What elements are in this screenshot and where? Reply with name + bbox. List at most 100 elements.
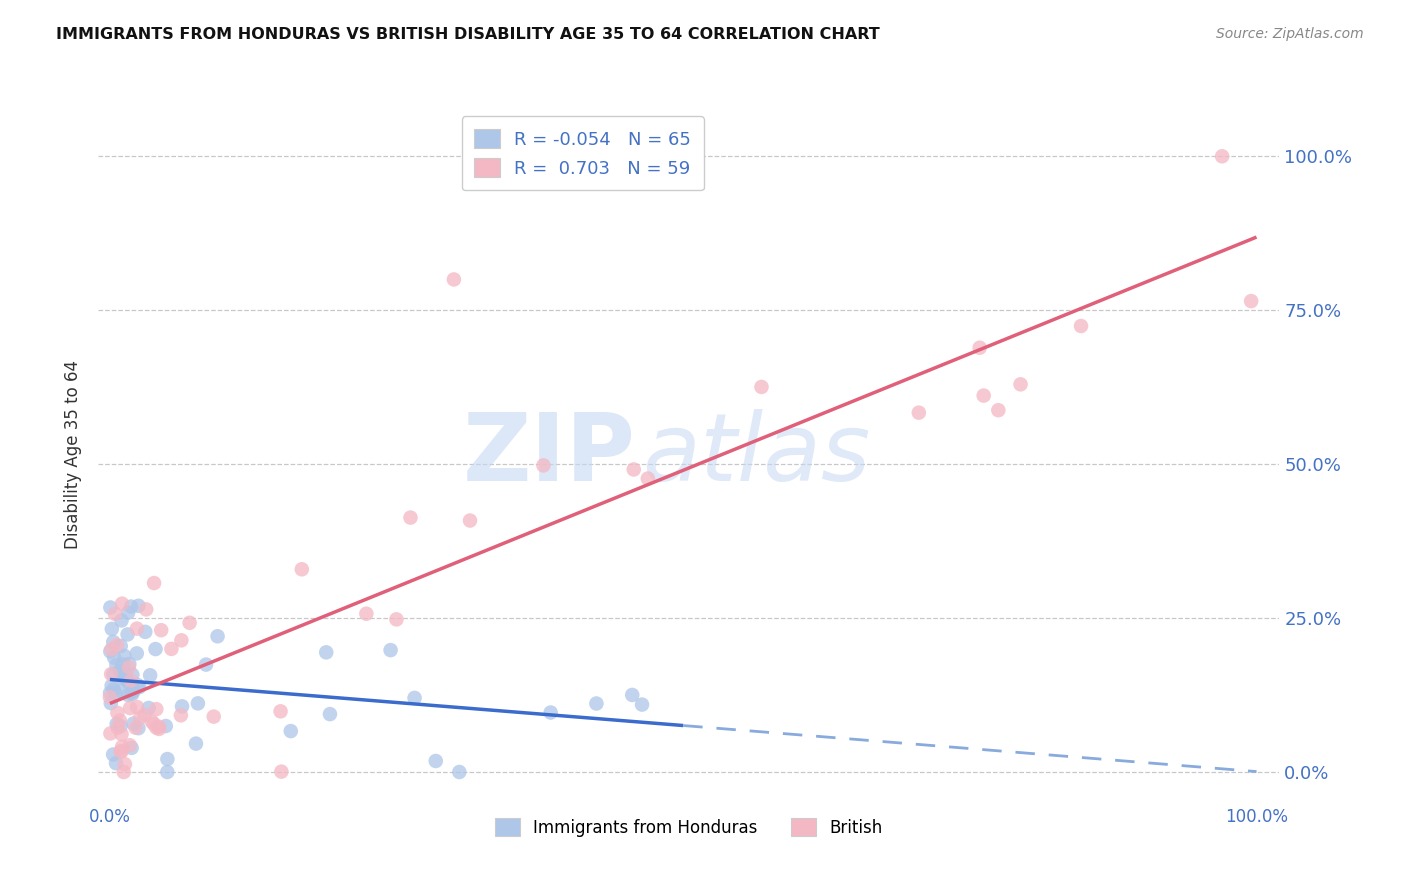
Point [128,680,150,694]
Point [110,744,132,758]
Point [135,602,157,616]
Y-axis label: Disability Age 35 to 64: Disability Age 35 to 64 [65,360,83,549]
Point [907,406,929,420]
Point [110,614,132,628]
Point [449,764,471,779]
Point [121,687,143,701]
Point [112,648,135,663]
Point [114,667,136,681]
Point [98,686,121,700]
Point [207,629,229,643]
Point [399,510,422,524]
Point [111,597,134,611]
Point [156,752,179,766]
Point [404,690,426,705]
Point [145,721,167,735]
Point [621,688,644,702]
Point [1070,318,1092,333]
Point [160,641,183,656]
Point [118,660,141,674]
Point [108,664,131,678]
Point [101,622,124,636]
Point [1010,377,1032,392]
Point [104,756,127,771]
Point [291,562,314,576]
Point [125,622,148,636]
Point [380,643,402,657]
Point [110,683,132,698]
Point [105,638,128,652]
Point [202,709,225,723]
Point [145,642,167,657]
Point [111,744,134,758]
Point [124,721,146,735]
Point [104,607,127,621]
Point [270,764,292,779]
Point [121,667,143,681]
Point [280,724,302,739]
Point [134,624,156,639]
Point [585,697,607,711]
Point [100,667,122,681]
Point [98,600,121,615]
Point [184,737,207,751]
Point [103,667,125,681]
Point [134,707,156,722]
Point [631,698,654,712]
Point [120,701,142,715]
Point [973,388,995,402]
Point [150,624,173,638]
Point [623,462,645,476]
Point [120,599,142,614]
Point [112,764,135,779]
Point [105,717,128,731]
Point [125,646,148,660]
Legend: Immigrants from Honduras, British: Immigrants from Honduras, British [488,811,890,843]
Point [385,612,408,626]
Point [143,576,166,591]
Point [110,719,132,733]
Point [148,722,170,736]
Point [105,706,128,720]
Point [156,764,179,779]
Point [458,514,481,528]
Point [315,645,337,659]
Point [105,658,128,673]
Point [987,403,1010,417]
Point [127,678,149,692]
Point [533,458,555,473]
Point [100,726,122,740]
Point [114,673,136,687]
Point [103,682,125,697]
Point [111,670,134,684]
Point [111,657,134,672]
Point [170,699,193,714]
Point [155,719,177,733]
Point [100,696,122,710]
Point [127,599,149,613]
Point [319,707,342,722]
Point [179,615,201,630]
Point [117,675,139,690]
Point [170,708,193,723]
Point [110,639,132,653]
Point [145,702,167,716]
Point [139,668,162,682]
Point [117,688,139,702]
Point [1240,294,1263,309]
Point [170,633,193,648]
Point [425,754,447,768]
Point [101,747,124,762]
Point [1211,149,1233,163]
Point [637,471,659,485]
Point [270,704,292,718]
Point [100,679,122,693]
Point [120,673,142,688]
Point [111,739,134,754]
Point [122,716,145,731]
Point [969,341,991,355]
Point [356,607,378,621]
Point [187,697,209,711]
Point [138,701,160,715]
Text: Source: ZipAtlas.com: Source: ZipAtlas.com [1216,27,1364,41]
